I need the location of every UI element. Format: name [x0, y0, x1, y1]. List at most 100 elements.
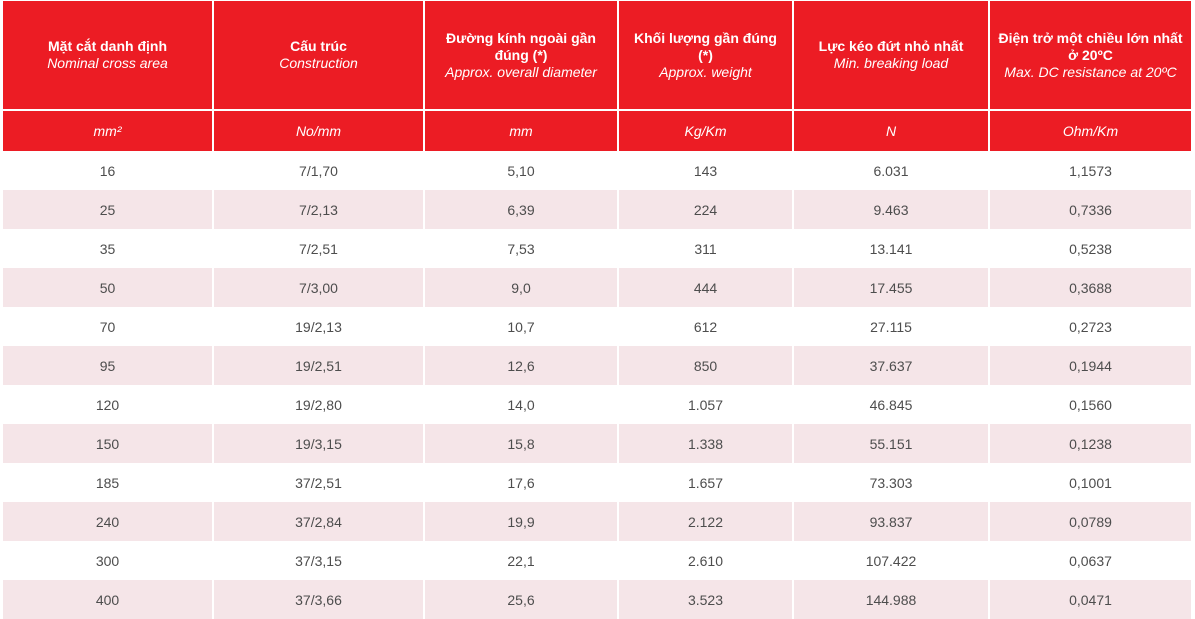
resistance-cell: 0,1560 — [990, 385, 1191, 424]
header-construction: Cấu trúc Construction — [214, 1, 425, 111]
table-row: 70 19/2,13 10,7 612 27.115 0,2723 — [3, 307, 1191, 346]
construction-cell: 7/2,51 — [214, 229, 425, 268]
breaking-load-cell: 93.837 — [794, 502, 990, 541]
cross-area-cell: 25 — [3, 190, 214, 229]
weight-cell: 224 — [619, 190, 794, 229]
construction-cell: 19/2,13 — [214, 307, 425, 346]
diameter-cell: 14,0 — [425, 385, 619, 424]
header-vi-label: Đường kính ngoài gần đúng (*) — [446, 29, 596, 63]
weight-cell: 612 — [619, 307, 794, 346]
diameter-cell: 15,8 — [425, 424, 619, 463]
resistance-cell: 0,1238 — [990, 424, 1191, 463]
resistance-cell: 0,0789 — [990, 502, 1191, 541]
weight-cell: 850 — [619, 346, 794, 385]
construction-cell: 37/2,84 — [214, 502, 425, 541]
resistance-cell: 0,0471 — [990, 580, 1191, 619]
table-row: 95 19/2,51 12,6 850 37.637 0,1944 — [3, 346, 1191, 385]
construction-cell: 37/2,51 — [214, 463, 425, 502]
cross-area-cell: 300 — [3, 541, 214, 580]
header-nominal-cross-area: Mặt cắt danh định Nominal cross area — [3, 1, 214, 111]
header-vi-label: Khối lượng gần đúng (*) — [634, 29, 777, 63]
resistance-cell: 0,1001 — [990, 463, 1191, 502]
cross-area-cell: 185 — [3, 463, 214, 502]
table-row: 185 37/2,51 17,6 1.657 73.303 0,1001 — [3, 463, 1191, 502]
breaking-load-cell: 37.637 — [794, 346, 990, 385]
breaking-load-cell: 6.031 — [794, 151, 990, 190]
header-en-label: Approx. overall diameter — [445, 63, 597, 80]
resistance-cell: 0,7336 — [990, 190, 1191, 229]
diameter-cell: 22,1 — [425, 541, 619, 580]
resistance-cell: 0,3688 — [990, 268, 1191, 307]
cross-area-cell: 400 — [3, 580, 214, 619]
table-row: 400 37/3,66 25,6 3.523 144.988 0,0471 — [3, 580, 1191, 619]
header-vi-label: Cấu trúc — [290, 38, 347, 54]
breaking-load-cell: 46.845 — [794, 385, 990, 424]
construction-cell: 19/2,80 — [214, 385, 425, 424]
breaking-load-cell: 144.988 — [794, 580, 990, 619]
unit-cell: No/mm — [214, 111, 425, 151]
table-row: 25 7/2,13 6,39 224 9.463 0,7336 — [3, 190, 1191, 229]
construction-cell: 37/3,15 — [214, 541, 425, 580]
weight-cell: 3.523 — [619, 580, 794, 619]
cross-area-cell: 240 — [3, 502, 214, 541]
weight-cell: 311 — [619, 229, 794, 268]
diameter-cell: 10,7 — [425, 307, 619, 346]
header-en-label: Max. DC resistance at 20ºC — [1004, 63, 1177, 80]
unit-cell: Ohm/Km — [990, 111, 1191, 151]
weight-cell: 1.057 — [619, 385, 794, 424]
breaking-load-cell: 73.303 — [794, 463, 990, 502]
breaking-load-cell: 9.463 — [794, 190, 990, 229]
diameter-cell: 7,53 — [425, 229, 619, 268]
diameter-cell: 12,6 — [425, 346, 619, 385]
resistance-cell: 1,1573 — [990, 151, 1191, 190]
breaking-load-cell: 107.422 — [794, 541, 990, 580]
resistance-cell: 0,2723 — [990, 307, 1191, 346]
cross-area-cell: 70 — [3, 307, 214, 346]
cross-area-cell: 150 — [3, 424, 214, 463]
construction-cell: 7/3,00 — [214, 268, 425, 307]
unit-cell: mm — [425, 111, 619, 151]
header-unit-row: mm² No/mm mm Kg/Km N Ohm/Km — [3, 111, 1191, 151]
diameter-cell: 6,39 — [425, 190, 619, 229]
weight-cell: 2.610 — [619, 541, 794, 580]
header-en-label: Construction — [279, 55, 358, 71]
construction-cell: 7/2,13 — [214, 190, 425, 229]
table-row: 300 37/3,15 22,1 2.610 107.422 0,0637 — [3, 541, 1191, 580]
diameter-cell: 5,10 — [425, 151, 619, 190]
diameter-cell: 19,9 — [425, 502, 619, 541]
cross-area-cell: 35 — [3, 229, 214, 268]
diameter-cell: 9,0 — [425, 268, 619, 307]
header-vi-label: Điện trở một chiều lớn nhất ở 20ºC — [998, 29, 1183, 63]
header-dc-resistance: Điện trở một chiều lớn nhất ở 20ºC Max. … — [990, 1, 1191, 111]
construction-cell: 7/1,70 — [214, 151, 425, 190]
weight-cell: 1.657 — [619, 463, 794, 502]
diameter-cell: 25,6 — [425, 580, 619, 619]
table-row: 16 7/1,70 5,10 143 6.031 1,1573 — [3, 151, 1191, 190]
header-en-label: Nominal cross area — [47, 55, 168, 71]
weight-cell: 143 — [619, 151, 794, 190]
unit-cell: Kg/Km — [619, 111, 794, 151]
table-row: 50 7/3,00 9,0 444 17.455 0,3688 — [3, 268, 1191, 307]
header-vi-label: Lực kéo đứt nhỏ nhất — [818, 38, 964, 54]
table-body: 16 7/1,70 5,10 143 6.031 1,1573 25 7/2,13 6,39 22… — [3, 151, 1191, 619]
header-en-label: Approx. weight — [659, 63, 752, 80]
weight-cell: 1.338 — [619, 424, 794, 463]
header-breaking-load: Lực kéo đứt nhỏ nhất Min. breaking load — [794, 1, 990, 111]
header-overall-diameter: Đường kính ngoài gần đúng (*) Approx. ov… — [425, 1, 619, 111]
construction-cell: 37/3,66 — [214, 580, 425, 619]
header-en-label: Min. breaking load — [833, 55, 949, 71]
table-row: 150 19/3,15 15,8 1.338 55.151 0,1238 — [3, 424, 1191, 463]
resistance-cell: 0,1944 — [990, 346, 1191, 385]
weight-cell: 2.122 — [619, 502, 794, 541]
table-header: Mặt cắt danh định Nominal cross area Cấu… — [3, 1, 1191, 151]
construction-cell: 19/2,51 — [214, 346, 425, 385]
header-vi-label: Mặt cắt danh định — [48, 38, 167, 54]
header-title-row: Mặt cắt danh định Nominal cross area Cấu… — [3, 1, 1191, 111]
cable-spec-table: Mặt cắt danh định Nominal cross area Cấu… — [3, 1, 1191, 619]
weight-cell: 444 — [619, 268, 794, 307]
breaking-load-cell: 27.115 — [794, 307, 990, 346]
cross-area-cell: 120 — [3, 385, 214, 424]
table-row: 240 37/2,84 19,9 2.122 93.837 0,0789 — [3, 502, 1191, 541]
cross-area-cell: 50 — [3, 268, 214, 307]
diameter-cell: 17,6 — [425, 463, 619, 502]
